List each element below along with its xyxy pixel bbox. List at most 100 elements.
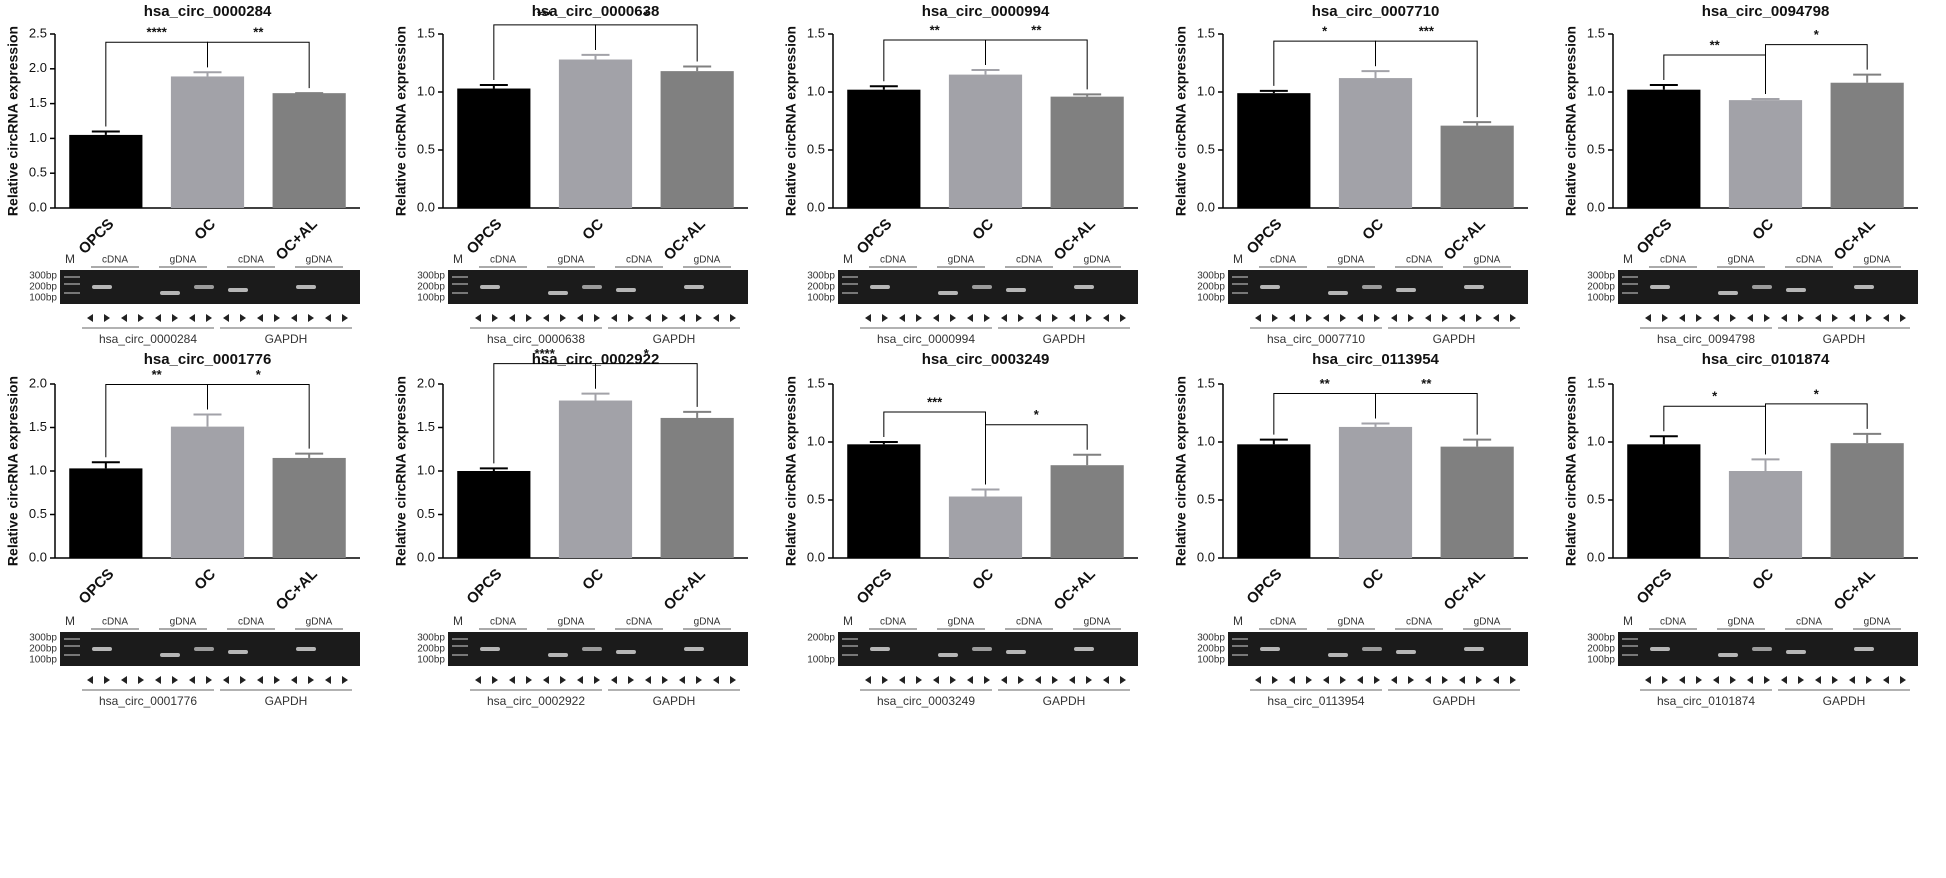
primer-arrow — [475, 314, 481, 322]
x-tick-label: OC+AL — [661, 566, 709, 614]
y-tick-label: 0.5 — [29, 165, 47, 180]
primer-arrow — [104, 314, 110, 322]
bar — [69, 134, 143, 208]
group-label: GAPDH — [653, 332, 696, 346]
significance-label: ** — [1710, 37, 1721, 52]
ladder-label: 300bp — [1197, 633, 1225, 644]
ladder-band — [842, 292, 858, 294]
group-label: GAPDH — [265, 332, 308, 346]
x-tick-label: OC — [1749, 215, 1777, 243]
primer-arrow — [172, 314, 178, 322]
lane-label: gDNA — [558, 255, 585, 266]
gel-band — [1362, 285, 1382, 289]
primer-arrow — [594, 676, 600, 684]
group-label: hsa_circ_0101874 — [1657, 694, 1755, 708]
primer-arrow — [308, 314, 314, 322]
gel-marker: M — [1623, 252, 1633, 266]
primer-arrow — [1069, 676, 1075, 684]
y-tick-label: 0.0 — [1197, 549, 1215, 564]
significance-bracket — [1663, 54, 1766, 94]
primer-arrow — [662, 676, 668, 684]
primer-arrow — [206, 676, 212, 684]
lane-label: gDNA — [694, 617, 721, 628]
primer-arrow — [1747, 314, 1753, 322]
gel-band — [1260, 647, 1280, 651]
ladder-band — [1232, 276, 1248, 278]
primer-arrow — [611, 676, 617, 684]
y-tick-label: 2.5 — [29, 25, 47, 40]
chart-title: hsa_circ_0113954 — [1312, 351, 1439, 368]
y-tick-label: 1.0 — [417, 83, 435, 98]
gel-band — [480, 647, 500, 651]
significance-label: ** — [253, 25, 264, 40]
significance-label: * — [1814, 386, 1820, 401]
primer-arrow — [1374, 314, 1380, 322]
ladder-band — [842, 654, 858, 656]
primer-arrow — [291, 314, 297, 322]
ladder-band — [64, 276, 80, 278]
significance-bracket — [1765, 44, 1868, 94]
bar — [948, 74, 1023, 208]
primer-arrow — [1815, 676, 1821, 684]
group-label: hsa_circ_0094798 — [1657, 332, 1755, 346]
lane-label: cDNA — [1016, 617, 1042, 628]
primer-arrow — [662, 314, 668, 322]
y-tick-label: 0.0 — [807, 549, 825, 564]
ladder-band — [842, 638, 858, 640]
y-tick-label: 0.0 — [29, 199, 47, 214]
significance-label: * — [256, 367, 262, 382]
primer-arrow — [865, 676, 871, 684]
bar — [847, 89, 921, 208]
lane-label: gDNA — [1084, 255, 1111, 266]
y-tick-label: 0.0 — [807, 199, 825, 214]
bar — [1237, 444, 1311, 558]
primer-arrow — [899, 314, 905, 322]
x-tick-label: OPCS — [463, 566, 505, 608]
significance-label: * — [1322, 24, 1328, 39]
bar — [948, 496, 1023, 558]
primer-arrow — [1713, 676, 1719, 684]
primer-arrow — [1866, 676, 1872, 684]
primer-arrow — [1272, 314, 1278, 322]
primer-arrow — [1103, 314, 1109, 322]
bar — [1338, 426, 1413, 558]
primer-arrow — [560, 314, 566, 322]
group-label: GAPDH — [1433, 694, 1476, 708]
ladder-band — [1622, 654, 1638, 656]
primer-arrow — [1001, 314, 1007, 322]
significance-label: * — [1712, 389, 1718, 404]
gel-band — [1786, 288, 1806, 292]
bar — [558, 400, 633, 558]
gel-marker: M — [1623, 614, 1633, 628]
gel-band — [194, 285, 214, 289]
gel-band — [1464, 647, 1484, 651]
lane-label: cDNA — [1270, 255, 1296, 266]
group-label: GAPDH — [1823, 694, 1866, 708]
primer-arrow — [628, 676, 634, 684]
x-tick-label: OC+AL — [273, 566, 321, 614]
primer-arrow — [1357, 676, 1363, 684]
y-tick-label: 0.0 — [417, 199, 435, 214]
primer-arrow — [984, 676, 990, 684]
bar — [1728, 471, 1803, 558]
primer-arrow — [138, 676, 144, 684]
chart-title: hsa_circ_0000284 — [144, 3, 272, 20]
bar — [1440, 446, 1514, 558]
ladder-band — [64, 283, 80, 285]
lane-label: cDNA — [1270, 617, 1296, 628]
gel-band — [1650, 647, 1670, 651]
significance-label: *** — [537, 7, 553, 22]
primer-arrow — [1272, 676, 1278, 684]
y-tick-label: 1.0 — [417, 462, 435, 477]
primer-arrow — [1900, 314, 1906, 322]
ladder-band — [452, 654, 468, 656]
y-axis-label: Relative circRNA expression — [783, 376, 799, 566]
primer-arrow — [1781, 314, 1787, 322]
gel-band — [1328, 653, 1348, 657]
lane-label: gDNA — [1864, 617, 1891, 628]
y-tick-label: 0.5 — [1197, 141, 1215, 156]
lane-label: cDNA — [490, 255, 516, 266]
y-tick-label: 2.0 — [29, 60, 47, 75]
gel-band — [548, 653, 568, 657]
gel-band — [194, 647, 214, 651]
